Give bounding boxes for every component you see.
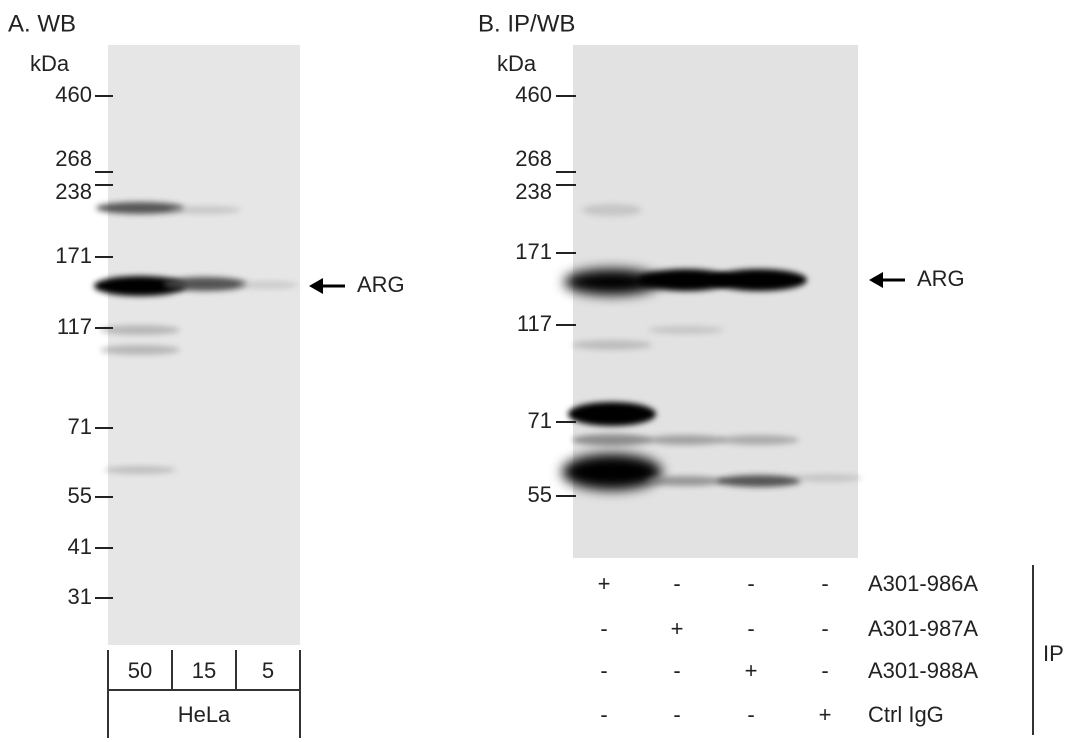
target-label: ARG [917,266,965,291]
ip-mark: - [673,571,680,596]
ip-row-label: A301-987A [868,616,978,641]
marker-label: 460 [515,82,552,107]
marker-label: 31 [68,584,92,609]
band [100,345,180,355]
band [572,434,652,446]
band [646,435,726,445]
band [163,277,247,291]
arrow-head [309,278,323,294]
marker-label: 71 [528,408,552,433]
band [582,204,642,216]
gel-a [108,45,300,645]
arrow-head [869,272,883,288]
lane-label: 5 [262,658,274,683]
band [646,476,726,486]
marker-label: 268 [55,146,92,171]
marker-label: 41 [68,534,92,559]
band [568,402,656,426]
band [96,202,184,214]
band [169,206,241,214]
panel-title: A. WB [8,10,76,37]
marker-label: 238 [55,179,92,204]
band [238,281,298,289]
marker-label: 117 [57,314,92,339]
unit-label: kDa [30,51,70,76]
panel-title: B. IP/WB [478,10,575,37]
band [94,276,186,296]
band [638,269,734,291]
target-label: ARG [357,272,405,297]
band [648,326,724,334]
ip-mark: - [747,702,754,727]
marker-label: 171 [55,243,92,268]
ip-mark: + [819,702,832,727]
band [100,325,180,335]
marker-label: 71 [68,414,92,439]
band [719,435,799,445]
ip-mark: - [600,702,607,727]
ip-label: IP [1043,641,1064,666]
ip-mark: + [671,616,684,641]
ip-mark: - [821,571,828,596]
band [794,474,862,482]
marker-label: 117 [517,311,552,336]
ip-mark: - [821,616,828,641]
ip-mark: - [673,702,680,727]
marker-label: 238 [515,179,552,204]
band [572,340,652,350]
ip-mark: - [747,616,754,641]
marker-label: 55 [528,482,552,507]
band [564,269,660,295]
band [711,269,807,291]
ip-row-label: A301-986A [868,571,978,596]
unit-label: kDa [497,51,537,76]
marker-label: 460 [55,82,92,107]
sample-label: HeLa [178,702,231,727]
lane-label: 50 [128,658,152,683]
band [717,475,801,487]
ip-mark: - [747,571,754,596]
ip-row-label: A301-988A [868,658,978,683]
marker-label: 171 [515,239,552,264]
ip-mark: - [673,658,680,683]
ip-mark: - [600,616,607,641]
lane-label: 15 [192,658,216,683]
band [562,454,662,490]
marker-label: 268 [515,146,552,171]
bands [94,202,862,490]
band [104,466,176,474]
ip-row-label: Ctrl IgG [868,702,944,727]
ip-mark: + [745,658,758,683]
marker-label: 55 [68,483,92,508]
ip-mark: - [821,658,828,683]
ip-mark: - [600,658,607,683]
labels: A. WB kDa 460 268 238 171 117 71 55 41 31 ARG B. IP/… [8,10,1064,738]
ip-mark: + [598,571,611,596]
